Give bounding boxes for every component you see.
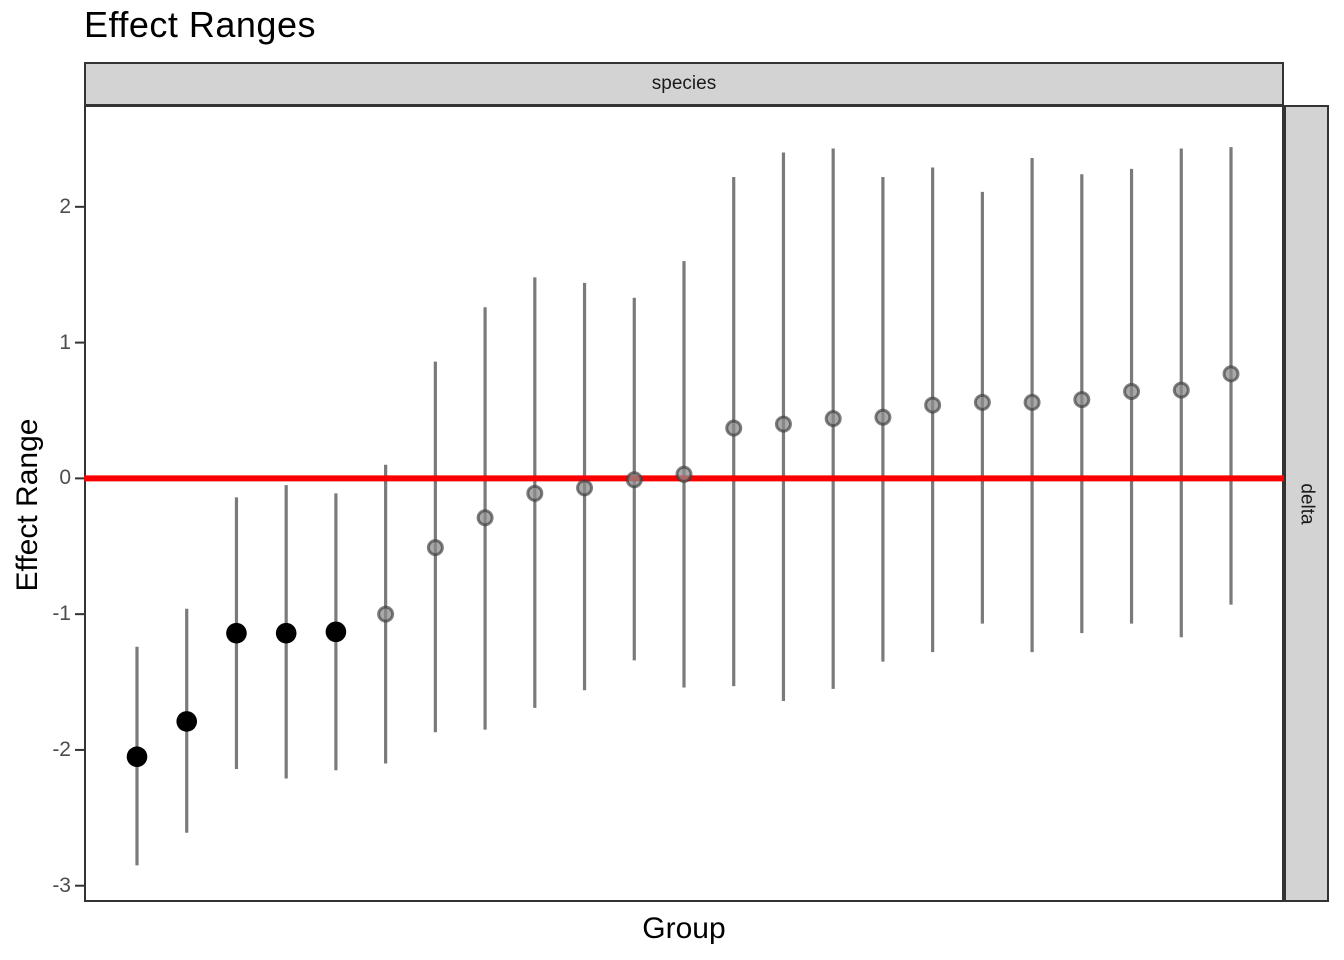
- y-tick-label: 2: [59, 194, 71, 218]
- facet-strip-species-label: species: [651, 73, 717, 94]
- plot-panel: [84, 105, 1284, 902]
- y-tick-label: -2: [52, 737, 71, 761]
- y-tick-label: 1: [59, 330, 71, 354]
- y-tick-label: 0: [59, 466, 71, 490]
- facet-strip-species: species: [84, 62, 1284, 106]
- y-tick-label: -3: [52, 873, 71, 897]
- facet-strip-delta: delta: [1284, 105, 1329, 902]
- y-tick-label: -1: [52, 602, 71, 626]
- facet-strip-delta-label: delta: [1296, 482, 1318, 525]
- plot-title: Effect Ranges: [84, 4, 316, 45]
- y-axis-title: Effect Range: [11, 418, 44, 592]
- x-axis-title: Group: [642, 912, 726, 945]
